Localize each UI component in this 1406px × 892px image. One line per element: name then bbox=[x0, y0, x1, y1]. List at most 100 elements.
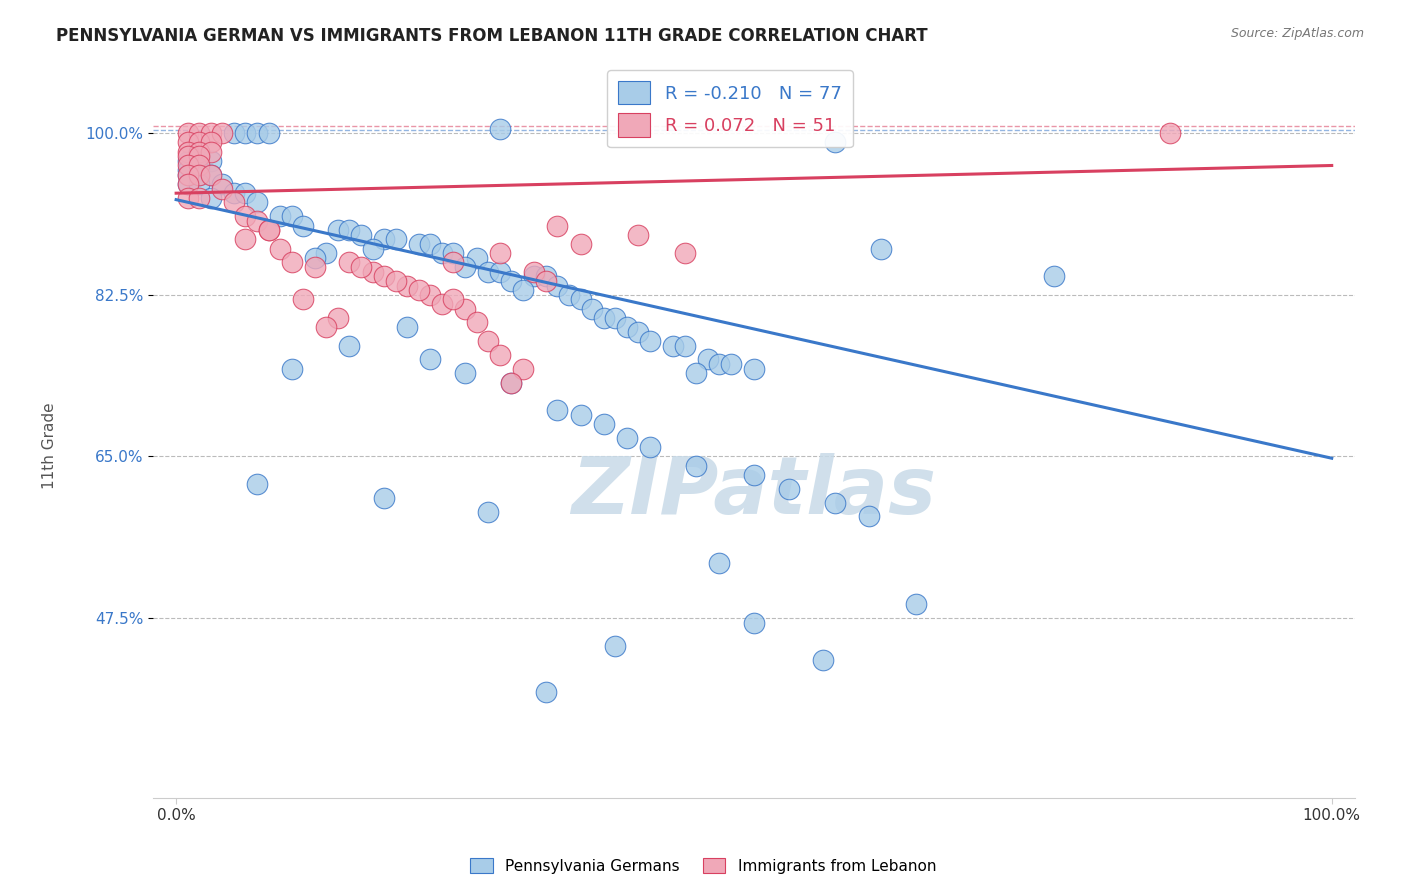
Point bbox=[222, 195, 245, 210]
Point bbox=[685, 366, 707, 380]
Text: Source: ZipAtlas.com: Source: ZipAtlas.com bbox=[1230, 27, 1364, 40]
Point bbox=[176, 126, 198, 140]
Point bbox=[361, 242, 384, 256]
Point bbox=[176, 177, 198, 191]
Point bbox=[280, 361, 302, 376]
Point bbox=[292, 293, 315, 307]
Point bbox=[742, 361, 765, 376]
Point bbox=[304, 260, 326, 274]
Point bbox=[477, 265, 499, 279]
Point bbox=[200, 145, 222, 159]
Point bbox=[339, 255, 361, 269]
Point bbox=[443, 293, 465, 307]
Point bbox=[373, 491, 395, 505]
Point bbox=[858, 509, 880, 524]
Point bbox=[569, 237, 592, 252]
Point bbox=[501, 376, 523, 390]
Point bbox=[488, 121, 510, 136]
Point bbox=[350, 227, 373, 242]
Point bbox=[465, 316, 488, 330]
Point bbox=[188, 177, 211, 191]
Point bbox=[339, 338, 361, 352]
Point bbox=[176, 145, 198, 159]
Point bbox=[501, 274, 523, 288]
Point bbox=[709, 556, 731, 570]
Point bbox=[222, 126, 245, 140]
Point bbox=[454, 301, 477, 316]
Point bbox=[384, 274, 406, 288]
Point bbox=[200, 168, 222, 182]
Point bbox=[488, 348, 510, 362]
Point bbox=[188, 191, 211, 205]
Point bbox=[488, 246, 510, 260]
Point bbox=[188, 145, 211, 159]
Point bbox=[269, 209, 291, 223]
Point bbox=[558, 287, 581, 301]
Point bbox=[246, 477, 269, 491]
Legend: R = -0.210   N = 77, R = 0.072   N = 51: R = -0.210 N = 77, R = 0.072 N = 51 bbox=[607, 70, 852, 147]
Point bbox=[200, 168, 222, 182]
Point bbox=[235, 126, 257, 140]
Point bbox=[315, 246, 337, 260]
Point bbox=[709, 357, 731, 371]
Point bbox=[188, 136, 211, 150]
Point bbox=[488, 265, 510, 279]
Point bbox=[176, 177, 198, 191]
Point bbox=[188, 168, 211, 182]
Point bbox=[269, 242, 291, 256]
Point bbox=[188, 126, 211, 140]
Point bbox=[904, 597, 927, 611]
Point bbox=[176, 191, 198, 205]
Point bbox=[638, 440, 661, 454]
Point bbox=[384, 232, 406, 246]
Point bbox=[534, 274, 557, 288]
Point bbox=[326, 310, 349, 325]
Point bbox=[512, 283, 534, 297]
Point bbox=[408, 283, 430, 297]
Point bbox=[188, 159, 211, 173]
Point bbox=[581, 301, 603, 316]
Point bbox=[813, 652, 835, 666]
Point bbox=[592, 417, 614, 431]
Point bbox=[569, 293, 592, 307]
Point bbox=[200, 191, 222, 205]
Point bbox=[292, 219, 315, 233]
Point bbox=[419, 237, 441, 252]
Point bbox=[1043, 269, 1066, 284]
Point bbox=[350, 260, 373, 274]
Point bbox=[534, 269, 557, 284]
Point bbox=[373, 232, 395, 246]
Point bbox=[501, 376, 523, 390]
Point bbox=[465, 251, 488, 265]
Point bbox=[200, 136, 222, 150]
Point bbox=[419, 287, 441, 301]
Point bbox=[534, 685, 557, 699]
Point bbox=[188, 163, 211, 178]
Point bbox=[742, 615, 765, 630]
Text: PENNSYLVANIA GERMAN VS IMMIGRANTS FROM LEBANON 11TH GRADE CORRELATION CHART: PENNSYLVANIA GERMAN VS IMMIGRANTS FROM L… bbox=[56, 27, 928, 45]
Point bbox=[477, 334, 499, 348]
Point bbox=[638, 334, 661, 348]
Point bbox=[176, 159, 198, 173]
Text: ZIPatlas: ZIPatlas bbox=[571, 452, 936, 531]
Point bbox=[176, 168, 198, 182]
Point bbox=[673, 246, 696, 260]
Point bbox=[246, 214, 269, 228]
Point bbox=[188, 153, 211, 168]
Point bbox=[396, 278, 419, 293]
Point bbox=[176, 136, 198, 150]
Point bbox=[662, 338, 685, 352]
Text: 11th Grade: 11th Grade bbox=[42, 402, 56, 490]
Point bbox=[176, 153, 198, 168]
Point bbox=[696, 352, 718, 367]
Point bbox=[673, 338, 696, 352]
Point bbox=[546, 403, 568, 417]
Point bbox=[627, 227, 650, 242]
Point bbox=[430, 297, 453, 311]
Point bbox=[408, 237, 430, 252]
Point bbox=[627, 325, 650, 339]
Point bbox=[592, 310, 614, 325]
Point bbox=[419, 352, 441, 367]
Point bbox=[326, 223, 349, 237]
Point bbox=[430, 246, 453, 260]
